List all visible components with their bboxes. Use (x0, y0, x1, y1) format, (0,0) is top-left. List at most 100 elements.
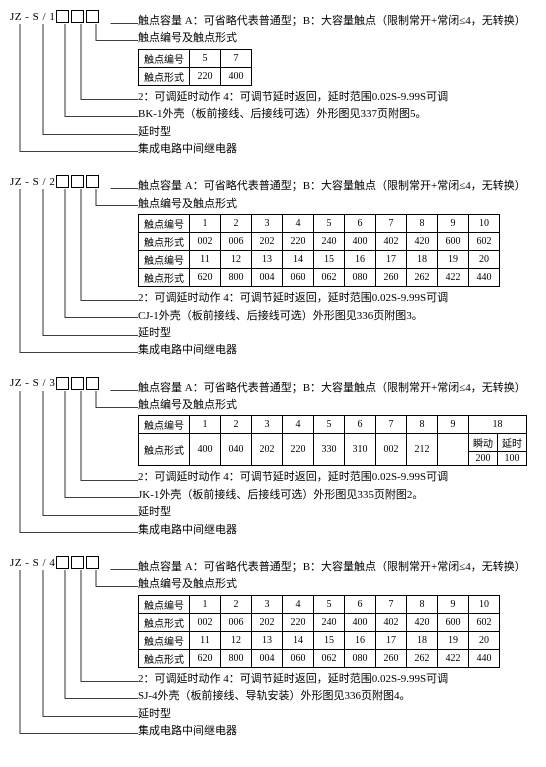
contact-form-header: 触点编号及触点形式 (138, 398, 536, 413)
table-cell: 15 (314, 251, 345, 269)
contact-form-header: 触点编号及触点形式 (138, 197, 536, 212)
table-cell: 5 (314, 595, 345, 613)
table-cell: 延时 (498, 434, 527, 452)
table-cell: 402 (376, 613, 407, 631)
table-cell: 800 (221, 269, 252, 287)
table-cell: 080 (345, 649, 376, 667)
table-cell: 062 (314, 269, 345, 287)
table-cell: 3 (252, 595, 283, 613)
capacity-line: 触点容量 A：可省略代表普通型；B：大容量触点（限制常开+常闭≤4，无转换） (138, 179, 536, 194)
table-cell: 7 (376, 595, 407, 613)
table-cell: 触点形式 (139, 649, 190, 667)
relay-type-line: 集成电路中间继电器 (138, 343, 536, 358)
table-cell: 18 (469, 416, 527, 434)
table-cell: 19 (438, 631, 469, 649)
table-cell: 触点形式 (139, 233, 190, 251)
code-prefix: JZ - S / 4 (10, 557, 55, 569)
table-cell: 202 (252, 434, 283, 466)
contact-form-header: 触点编号及触点形式 (138, 31, 536, 46)
table-cell: 040 (221, 434, 252, 466)
table-cell: 440 (469, 269, 500, 287)
shell-line: BK-1外壳（板前接线、后接线可选）外形图见337页附图5。 (138, 107, 536, 122)
table-cell: 触点编号 (139, 595, 190, 613)
placeholder-box (71, 175, 84, 188)
table-cell: 602 (469, 613, 500, 631)
table-cell: 触点编号 (139, 251, 190, 269)
table-cell: 14 (283, 251, 314, 269)
spec-block: JZ - S / 3触点容量 A：可省略代表普通型；B：大容量触点（限制常开+常… (10, 377, 536, 538)
table-cell: 220 (283, 233, 314, 251)
table-cell: 4 (283, 595, 314, 613)
table-cell: 1 (190, 416, 221, 434)
code-prefix: JZ - S / 3 (10, 377, 55, 389)
model-code: JZ - S / 2 (10, 175, 100, 188)
table-cell: 2 (221, 215, 252, 233)
model-code: JZ - S / 1 (10, 10, 100, 23)
table-cell: 240 (314, 613, 345, 631)
placeholder-box (86, 175, 99, 188)
placeholder-box (86, 10, 99, 23)
table-cell: 4 (283, 215, 314, 233)
table-cell: 212 (407, 434, 438, 466)
table-cell: 7 (376, 215, 407, 233)
placeholder-box (56, 175, 69, 188)
table-cell: 400 (345, 613, 376, 631)
relay-type-line: 集成电路中间继电器 (138, 142, 536, 157)
table-cell: 400 (190, 434, 221, 466)
table-cell: 触点编号 (139, 416, 190, 434)
table-cell: 240 (314, 233, 345, 251)
relay-type-line: 集成电路中间继电器 (138, 724, 536, 739)
table-cell: 18 (407, 631, 438, 649)
table-cell: 15 (314, 631, 345, 649)
table-cell: 262 (407, 269, 438, 287)
contact-table: 触点编号57触点形式220400 (138, 49, 252, 86)
table-cell: 8 (407, 215, 438, 233)
table-cell: 330 (314, 434, 345, 466)
table-cell: 202 (252, 613, 283, 631)
table-cell: 瞬动 (469, 434, 498, 452)
code-prefix: JZ - S / 2 (10, 176, 55, 188)
table-cell: 触点编号 (139, 215, 190, 233)
contact-table: 触点编号12345678910触点形式002006202220240400402… (138, 214, 500, 287)
placeholder-box (56, 377, 69, 390)
table-cell: 080 (345, 269, 376, 287)
table-cell: 220 (283, 613, 314, 631)
table-cell: 060 (283, 649, 314, 667)
code-prefix: JZ - S / 1 (10, 11, 55, 23)
table-cell: 002 (190, 613, 221, 631)
table-cell: 420 (407, 613, 438, 631)
shell-line: JK-1外壳（板前接线、后接线可选）外形图见335页附图2。 (138, 488, 536, 503)
table-cell: 17 (376, 251, 407, 269)
relay-type-line: 集成电路中间继电器 (138, 523, 536, 538)
table-cell: 触点形式 (139, 67, 190, 85)
table-cell: 602 (469, 233, 500, 251)
table-cell: 006 (221, 233, 252, 251)
delay-type-line: 延时型 (138, 707, 536, 722)
table-cell: 9 (438, 595, 469, 613)
table-cell: 202 (252, 233, 283, 251)
spec-content: 触点容量 A：可省略代表普通型；B：大容量触点（限制常开+常闭≤4，无转换） 触点… (138, 175, 536, 358)
table-cell: 5 (314, 416, 345, 434)
table-cell: 1 (190, 215, 221, 233)
table-cell: 6 (345, 595, 376, 613)
table-cell: 260 (376, 649, 407, 667)
table-cell: 触点编号 (139, 631, 190, 649)
contact-table: 触点编号12345678910触点形式002006202220240400402… (138, 595, 500, 668)
adjust-line: 2：可调延时动作 4：可调节延时返回，延时范围0.02S-9.99S可调 (138, 672, 536, 687)
table-cell: 400 (221, 67, 252, 85)
table-cell: 1 (190, 595, 221, 613)
capacity-line: 触点容量 A：可省略代表普通型；B：大容量触点（限制常开+常闭≤4，无转换） (138, 560, 536, 575)
table-cell: 5 (190, 49, 221, 67)
table-cell: 062 (314, 649, 345, 667)
delay-type-line: 延时型 (138, 505, 536, 520)
table-cell: 11 (190, 631, 221, 649)
table-cell: 10 (469, 595, 500, 613)
table-cell: 060 (283, 269, 314, 287)
table-cell: 9 (438, 215, 469, 233)
table-cell (438, 434, 469, 466)
table-cell: 13 (252, 631, 283, 649)
table-cell: 400 (345, 233, 376, 251)
table-cell: 触点编号 (139, 49, 190, 67)
delay-type-line: 延时型 (138, 125, 536, 140)
table-cell: 11 (190, 251, 221, 269)
